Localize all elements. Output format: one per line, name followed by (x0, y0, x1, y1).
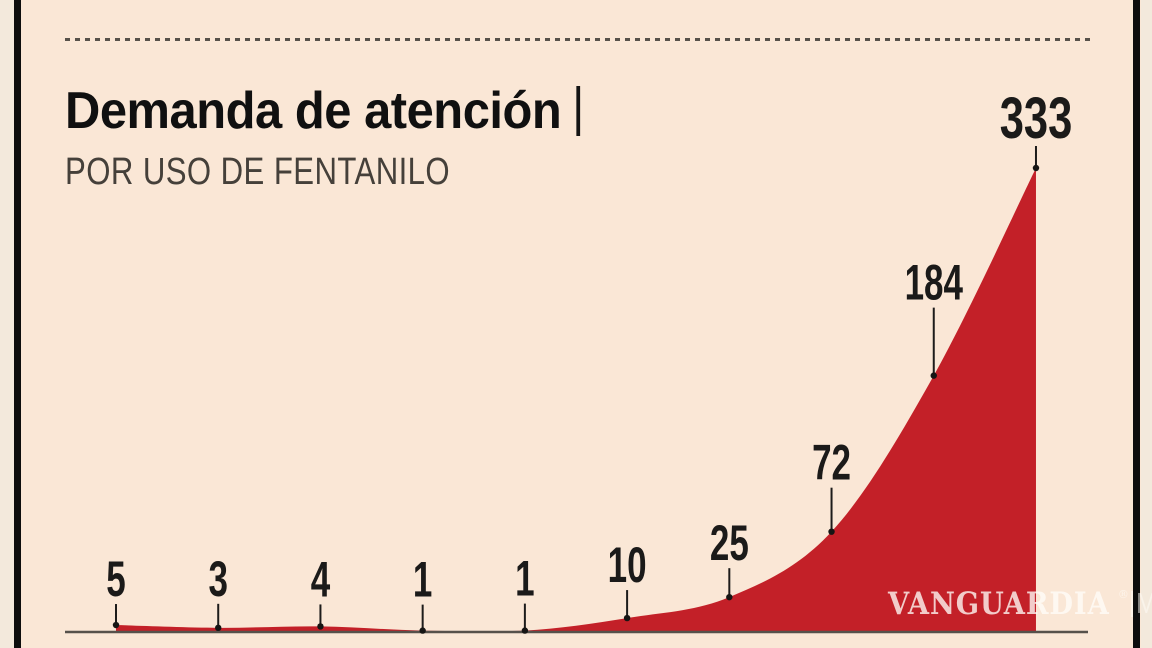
watermark: VANGUARDIA ® MX (888, 586, 1152, 622)
left-border-bar (14, 0, 21, 648)
value-label: 184 (905, 256, 963, 312)
data-point-dot (521, 627, 529, 634)
data-point-dot (828, 528, 835, 535)
watermark-brand: VANGUARDIA (888, 586, 1110, 622)
right-border-bar (1133, 0, 1140, 648)
watermark-suffix: MX (1136, 588, 1152, 621)
data-point-dot (930, 372, 937, 379)
watermark-separator-bar (1130, 591, 1133, 617)
chart-title-text: Demanda de atención (65, 82, 562, 140)
right-outer-margin (1141, 0, 1152, 648)
value-label: 1 (515, 552, 534, 608)
data-point-dot (1032, 164, 1040, 172)
left-outer-margin (0, 0, 14, 648)
data-point-dot (623, 614, 631, 622)
value-label: 72 (812, 436, 851, 492)
watermark-registered-mark: ® (1117, 588, 1129, 601)
data-point-dot (112, 621, 120, 629)
top-dotted-rule (65, 38, 1090, 41)
title-divider-bar (576, 86, 581, 137)
value-label: 25 (710, 516, 749, 572)
value-label: 333 (1000, 86, 1073, 150)
chart-header: Demanda de atención POR USO DE FENTANILO (65, 84, 613, 194)
data-point-dot (726, 593, 733, 601)
value-label: 1 (413, 553, 432, 609)
data-point-dot (215, 624, 222, 632)
area-fill (116, 167, 1036, 632)
data-point-dot (419, 627, 426, 634)
chart-subtitle: POR USO DE FENTANILO (65, 150, 451, 193)
data-point-dot (317, 623, 324, 630)
value-label: 10 (608, 538, 647, 594)
value-label: 3 (208, 552, 227, 608)
chart-title: Demanda de atención (65, 82, 581, 140)
value-label: 4 (311, 552, 330, 608)
value-label: 5 (106, 552, 125, 608)
